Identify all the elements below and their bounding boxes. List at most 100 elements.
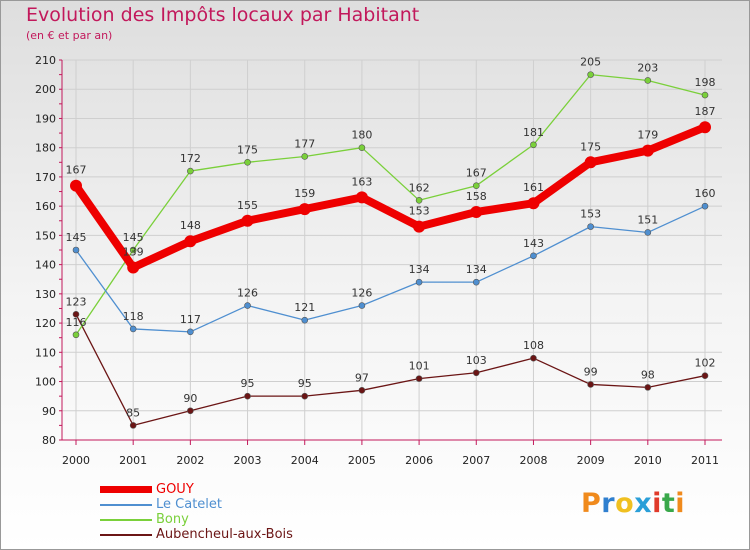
data-label-aubencheul-aux-bois: 85 [126, 406, 140, 419]
data-point-aubencheul-aux-bois [415, 375, 423, 382]
logo-letter: P [581, 488, 602, 519]
data-label-bony: 172 [180, 152, 201, 165]
y-tick-label: 100 [35, 376, 56, 389]
y-tick-label: 90 [42, 405, 56, 418]
data-point-gouy [527, 197, 540, 210]
logo-letter: t [661, 488, 676, 519]
legend-swatch-bony [100, 519, 152, 521]
y-tick-label: 200 [35, 83, 56, 96]
x-tick-label: 2004 [291, 454, 319, 467]
data-point-aubencheul-aux-bois [72, 311, 80, 318]
y-tick-label: 180 [35, 142, 56, 155]
data-point-bony [244, 159, 251, 166]
legend-swatch-aubencheul-aux-bois [100, 534, 152, 536]
data-label-bony: 175 [237, 143, 258, 156]
y-tick-label: 130 [35, 288, 56, 301]
data-label-gouy: 175 [580, 140, 601, 153]
data-label-gouy: 167 [66, 164, 87, 177]
data-point-gouy [241, 214, 254, 227]
legend-item-gouy[interactable]: GOUY [100, 482, 400, 498]
data-point-aubencheul-aux-bois [358, 387, 366, 394]
data-label-gouy: 148 [180, 219, 201, 232]
data-point-le-catelet [301, 316, 309, 324]
data-point-gouy [584, 156, 597, 169]
data-label-aubencheul-aux-bois: 123 [66, 295, 87, 308]
data-point-gouy [641, 144, 654, 157]
data-point-aubencheul-aux-bois [187, 407, 194, 415]
data-point-bony [415, 197, 423, 204]
data-point-aubencheul-aux-bois [472, 369, 480, 377]
data-label-aubencheul-aux-bois: 95 [298, 377, 312, 390]
data-label-gouy: 139 [123, 246, 144, 259]
data-label-bony: 162 [409, 181, 430, 194]
data-label-bony: 177 [294, 137, 315, 150]
data-point-le-catelet [472, 278, 480, 286]
data-point-gouy [470, 206, 483, 218]
x-tick-label: 2000 [62, 454, 90, 467]
data-label-aubencheul-aux-bois: 108 [523, 339, 544, 352]
data-label-bony: 205 [580, 56, 601, 69]
chart-title: Evolution des Impôts locaux par Habitant [26, 4, 420, 26]
y-tick-label: 160 [35, 200, 56, 213]
data-label-aubencheul-aux-bois: 90 [183, 392, 197, 405]
data-point-le-catelet [701, 202, 709, 210]
data-label-le-catelet: 153 [580, 208, 601, 221]
legend-item-le-catelet[interactable]: Le Catelet [100, 497, 400, 513]
data-point-le-catelet [530, 252, 537, 260]
data-point-le-catelet [644, 229, 652, 236]
data-point-aubencheul-aux-bois [244, 392, 251, 400]
data-point-gouy [413, 220, 426, 233]
data-label-gouy: 161 [523, 181, 544, 194]
data-label-aubencheul-aux-bois: 103 [466, 354, 487, 367]
y-tick-label: 110 [35, 346, 56, 359]
data-point-bony [72, 331, 80, 339]
data-point-aubencheul-aux-bois [530, 354, 537, 362]
x-tick-label: 2009 [577, 454, 605, 467]
data-label-gouy: 158 [466, 190, 487, 203]
legend-label-le-catelet: Le Catelet [156, 497, 222, 512]
y-tick-label: 190 [35, 112, 56, 125]
x-tick-label: 2003 [234, 454, 262, 467]
x-tick-label: 2006 [405, 454, 433, 467]
data-label-le-catelet: 118 [123, 310, 144, 323]
data-point-bony [187, 167, 194, 175]
axis-layer: 8090100110120130140150160170180190200210… [35, 54, 722, 467]
label-layer: 167 139 148 155 159 163 153 158 161 175 179 187 145 1… [66, 56, 716, 420]
series-line-aubencheul-aux-bois [75, 313, 706, 427]
data-label-aubencheul-aux-bois: 97 [355, 371, 369, 384]
data-point-bony [701, 91, 709, 99]
data-label-le-catelet: 121 [294, 301, 315, 314]
data-label-bony: 116 [66, 316, 87, 329]
data-label-le-catelet: 117 [180, 313, 201, 326]
legend-item-aubencheul-aux-bois[interactable]: Aubencheul-aux-Bois [100, 527, 400, 543]
data-point-bony [587, 71, 594, 78]
legend-item-bony[interactable]: Bony [100, 512, 400, 528]
data-point-gouy [70, 179, 82, 192]
legend-label-bony: Bony [156, 512, 189, 527]
grid-layer [62, 59, 722, 441]
x-tick-label: 2002 [176, 454, 204, 467]
data-label-gouy: 155 [237, 199, 258, 212]
data-point-aubencheul-aux-bois [587, 381, 594, 388]
y-tick-label: 210 [35, 54, 56, 67]
data-point-gouy [127, 261, 140, 274]
data-label-le-catelet: 126 [237, 287, 258, 300]
data-point-bony [472, 182, 480, 189]
data-point-gouy [355, 191, 368, 204]
data-point-bony [129, 246, 137, 254]
data-label-bony: 198 [695, 76, 716, 89]
data-point-gouy [298, 203, 311, 216]
data-point-le-catelet [129, 325, 137, 333]
logo-letter: x [634, 488, 653, 519]
logo-letter: o [615, 488, 635, 519]
proxiti-logo: Proxiti [581, 488, 685, 519]
y-tick-label: 170 [35, 171, 56, 184]
data-label-aubencheul-aux-bois: 102 [695, 357, 716, 370]
data-label-le-catelet: 160 [695, 187, 716, 200]
logo-letter: r [601, 488, 616, 519]
data-point-le-catelet [244, 302, 251, 309]
data-point-le-catelet [415, 278, 423, 286]
y-tick-label: 120 [35, 317, 56, 330]
x-tick-label: 2008 [519, 454, 547, 467]
